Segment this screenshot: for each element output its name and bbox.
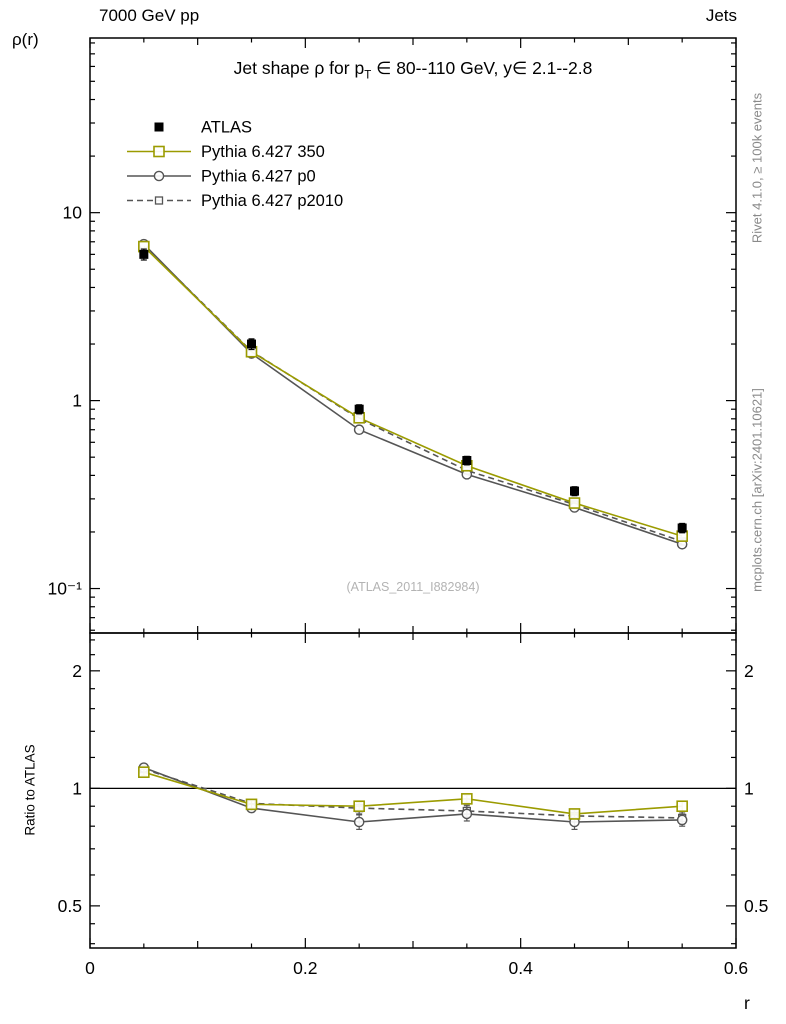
mcplots-arxiv-label: mcplots.cern.ch [arXiv:2401.10621] (749, 388, 765, 592)
beam-energy-label: 7000 GeV pp (99, 6, 200, 25)
ratio-y-axis-ticks: 2 2 1 1 0.5 0.5 (58, 639, 768, 945)
ratio-panel-frame (89, 632, 737, 949)
svg-text:Pythia 6.427 p0: Pythia 6.427 p0 (201, 168, 316, 186)
svg-text:10⁻¹: 10⁻¹ (47, 579, 82, 599)
svg-text:0.2: 0.2 (293, 958, 317, 978)
analysis-id-watermark: (ATLAS_2011_I882984) (346, 580, 480, 594)
main-series-py350 (138, 240, 688, 542)
main-y-axis-ticks: 10 1 10⁻¹ (47, 42, 736, 631)
plot-title-pre: Jet shape ρ for p (233, 58, 365, 78)
svg-text:Pythia 6.427 p2010: Pythia 6.427 p2010 (201, 192, 343, 210)
svg-text:1: 1 (744, 778, 754, 798)
main-panel-frame (89, 37, 737, 634)
svg-text:0.5: 0.5 (58, 896, 82, 916)
x-axis-title: r (744, 993, 750, 1013)
rivet-version-label: Rivet 4.1.0, ≥ 100k events (749, 92, 765, 244)
svg-text:Pythia 6.427 350: Pythia 6.427 350 (201, 143, 325, 161)
legend-item-p0: Pythia 6.427 p0 (127, 168, 316, 186)
observable-group-label: Jets (705, 6, 737, 25)
svg-text:0.5: 0.5 (744, 896, 768, 916)
main-series-atlas (139, 248, 687, 534)
svg-text:1: 1 (72, 391, 82, 411)
legend: ATLAS Pythia 6.427 350 Pythia 6.427 p0 Pyth… (127, 119, 343, 210)
svg-text:0.4: 0.4 (509, 958, 534, 978)
x-axis-ticks (89, 38, 737, 948)
svg-text:0.6: 0.6 (724, 958, 748, 978)
ratio-y-axis-title: Ratio to ATLAS (22, 744, 38, 836)
svg-text:10: 10 (63, 203, 83, 223)
ratio-series-p0 (138, 762, 688, 830)
legend-item-py350: Pythia 6.427 350 (127, 143, 325, 161)
panel-frames (89, 37, 737, 949)
svg-text:2: 2 (72, 661, 82, 681)
svg-text:0: 0 (85, 958, 95, 978)
plot-title: Jet shape ρ for pT ∈ 80--110 GeV, y∈ 2.1… (234, 58, 593, 82)
main-series-p0 (138, 238, 688, 550)
main-y-axis-title: ρ(r) (12, 30, 39, 49)
plot-title-sub: T (364, 69, 372, 82)
legend-item-p2010: Pythia 6.427 p2010 (127, 192, 343, 210)
ratio-series-py350 (138, 766, 688, 820)
plot-title-post: ∈ 80--110 GeV, y∈ 2.1--2.8 (371, 58, 593, 78)
x-axis-tick-labels: 0 0.2 0.4 0.6 (85, 958, 748, 978)
svg-text:2: 2 (744, 661, 754, 681)
main-series-p2010 (139, 241, 687, 546)
legend-item-atlas: ATLAS (154, 119, 252, 137)
svg-text:1: 1 (72, 778, 82, 798)
svg-text:ATLAS: ATLAS (201, 119, 252, 137)
